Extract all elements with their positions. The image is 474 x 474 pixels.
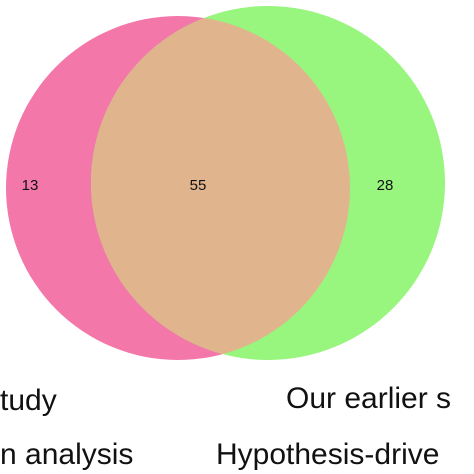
right-only-count: 28 bbox=[377, 177, 394, 194]
overlap-count: 55 bbox=[190, 177, 207, 194]
right-set-label-line2: Hypothesis-drive bbox=[216, 438, 440, 471]
left-only-count: 13 bbox=[22, 177, 39, 194]
left-set-label-line1: tudy bbox=[0, 384, 57, 417]
overlap-region bbox=[91, 16, 350, 360]
left-set-label-line2: n analysis bbox=[0, 438, 134, 471]
right-set-label-line1: Our earlier s bbox=[286, 382, 452, 415]
